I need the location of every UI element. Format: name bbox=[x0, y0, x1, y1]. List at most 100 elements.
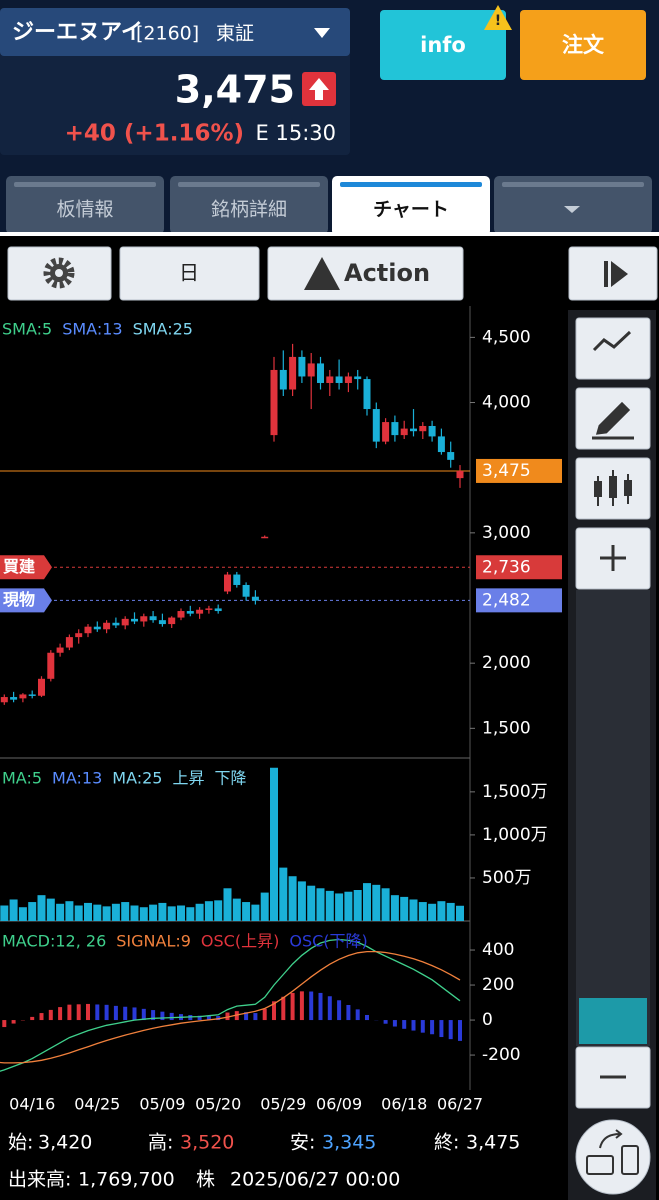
zoom-slider[interactable] bbox=[576, 590, 650, 1046]
x-tick-label: 04/25 bbox=[74, 1095, 120, 1114]
order-button[interactable] bbox=[520, 10, 646, 80]
low-value: 3,345 bbox=[322, 1132, 376, 1154]
candle-body bbox=[251, 596, 259, 601]
candle-body bbox=[75, 633, 83, 638]
volume-value: 1,769,700 bbox=[78, 1169, 175, 1191]
volume-bar bbox=[102, 906, 111, 921]
x-tick-label: 05/29 bbox=[260, 1095, 306, 1114]
osc-bar bbox=[206, 1015, 211, 1021]
osc-bar bbox=[309, 991, 314, 1021]
info-button[interactable] bbox=[380, 10, 506, 80]
stock-name: ジーエヌアイ bbox=[12, 20, 143, 45]
position-tag-label: 現物 bbox=[3, 590, 35, 609]
candle-body bbox=[205, 608, 213, 610]
osc-bar bbox=[272, 1001, 276, 1021]
osc-bar bbox=[104, 1004, 109, 1021]
candle-body bbox=[261, 536, 269, 539]
volume-bar bbox=[18, 907, 27, 921]
legend-entry: 上昇 bbox=[172, 769, 204, 788]
x-tick-label: 06/18 bbox=[381, 1095, 427, 1114]
volume-bar bbox=[251, 904, 260, 921]
osc-bar bbox=[458, 1020, 462, 1041]
legend-entry: MA:25 bbox=[112, 769, 162, 788]
osc-bar bbox=[225, 1012, 230, 1021]
tab[interactable] bbox=[170, 176, 328, 234]
volume-bar bbox=[353, 890, 362, 921]
osc-bar bbox=[430, 1020, 435, 1035]
candle-body bbox=[112, 622, 120, 626]
candle-icon bbox=[609, 476, 617, 498]
osc-bar bbox=[160, 1011, 165, 1021]
candle-body bbox=[93, 626, 101, 630]
osc-bar bbox=[411, 1020, 416, 1031]
osc-bar bbox=[169, 1012, 174, 1021]
volume-bar bbox=[409, 899, 418, 921]
x-tick-label: 06/27 bbox=[437, 1095, 483, 1114]
legend-entry: OSC(上昇) bbox=[201, 932, 279, 951]
tab-more[interactable] bbox=[494, 176, 652, 234]
volume-bar bbox=[288, 876, 297, 921]
y-tick-label: 4,000 bbox=[482, 393, 531, 413]
candle-body bbox=[326, 376, 334, 383]
y-tick-label: -200 bbox=[482, 1045, 521, 1065]
osc-bar bbox=[355, 1009, 360, 1021]
period-button[interactable] bbox=[119, 246, 260, 301]
candle-body bbox=[65, 637, 73, 648]
plot-area bbox=[0, 343, 470, 1072]
candle-body bbox=[19, 694, 27, 699]
y-tick-label: 2,000 bbox=[482, 653, 531, 673]
osc-bar bbox=[216, 1016, 221, 1021]
tab-active[interactable] bbox=[332, 176, 490, 236]
x-tick-label: 05/20 bbox=[195, 1095, 241, 1114]
candle-body bbox=[131, 618, 138, 622]
candle-body bbox=[279, 369, 287, 390]
volume-bar bbox=[232, 898, 241, 921]
candle-body bbox=[56, 647, 64, 653]
y-tick-label: 4,500 bbox=[482, 327, 531, 347]
tab[interactable] bbox=[6, 176, 164, 234]
osc-bar bbox=[197, 1015, 202, 1021]
volume-bar bbox=[195, 903, 204, 921]
volume-bar bbox=[260, 892, 269, 921]
volume-bar bbox=[428, 903, 437, 921]
volume-bar bbox=[242, 902, 251, 921]
candle-body bbox=[298, 356, 306, 377]
osc-bar bbox=[132, 1007, 137, 1021]
candle-body bbox=[391, 422, 399, 436]
tab-label: チャート bbox=[373, 199, 449, 221]
position-tag bbox=[0, 588, 52, 613]
candle-body bbox=[447, 452, 455, 460]
indicator-button[interactable] bbox=[575, 317, 651, 380]
volume-bar bbox=[446, 902, 455, 921]
candle-body bbox=[0, 697, 8, 703]
candle-body bbox=[354, 376, 362, 380]
osc-bar bbox=[244, 1012, 249, 1021]
y-tick-label: 1,000万 bbox=[482, 825, 548, 845]
stock-code: [2160] bbox=[136, 23, 199, 45]
x-tick-label: 04/16 bbox=[9, 1095, 55, 1114]
candle-icon bbox=[624, 480, 632, 496]
period-label: 日 bbox=[179, 261, 199, 285]
candle-body bbox=[168, 617, 176, 625]
tab-label: 板情報 bbox=[56, 199, 113, 221]
osc-bar bbox=[30, 1016, 35, 1021]
volume-bar bbox=[456, 905, 464, 921]
position-tag bbox=[0, 555, 52, 580]
osc-bar bbox=[365, 1014, 369, 1021]
tabs: 板情報 銘柄詳細 チャート bbox=[6, 176, 652, 236]
time: E 15:30 bbox=[256, 121, 336, 145]
dropdown-arrow bbox=[314, 28, 330, 38]
candle-body bbox=[158, 620, 166, 625]
osc-bar bbox=[420, 1020, 425, 1033]
legend-entry: SMA:5 bbox=[2, 320, 52, 339]
volume-bar bbox=[167, 906, 176, 921]
stock-selector[interactable] bbox=[0, 8, 350, 56]
volume-bar bbox=[390, 895, 399, 921]
volume-bar bbox=[297, 881, 306, 921]
x-tick-label: 05/09 bbox=[139, 1095, 185, 1114]
draw-icon bbox=[592, 401, 634, 440]
candle-body bbox=[410, 428, 417, 432]
volume-bar bbox=[279, 867, 288, 921]
volume-bar bbox=[74, 905, 83, 921]
slider-thumb[interactable] bbox=[579, 998, 647, 1044]
